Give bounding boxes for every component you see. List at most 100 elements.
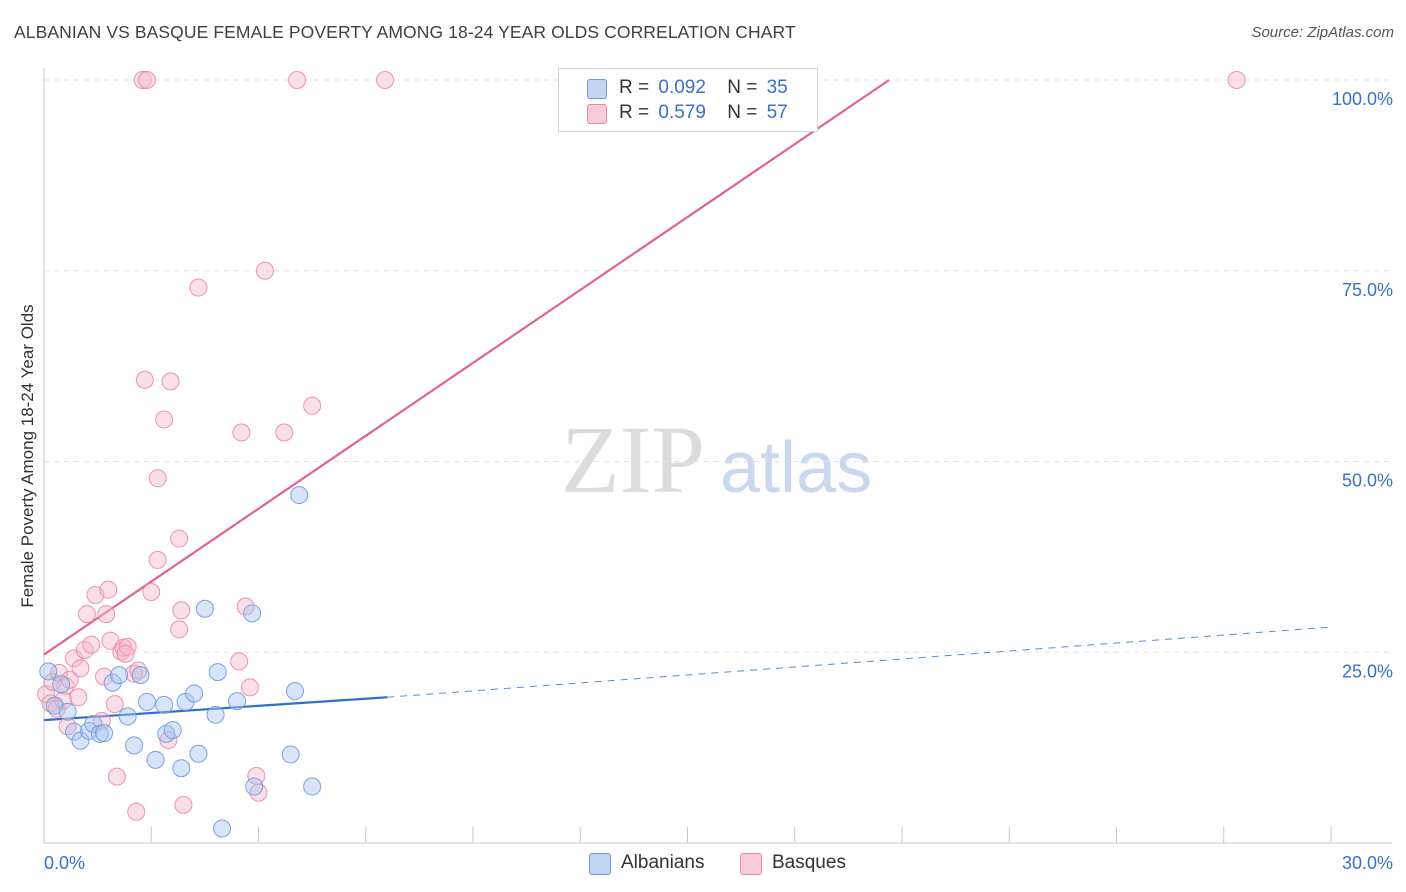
y-tick-label: 50.0%	[1342, 471, 1393, 491]
legend-swatch-basques	[587, 104, 607, 124]
tick-labels: 25.0% 50.0% 75.0% 100.0% 0.0% 30.0%	[44, 89, 1393, 873]
data-point-basques	[54, 691, 73, 710]
data-point-basques	[77, 605, 96, 624]
data-point-albanians	[52, 675, 71, 694]
y-tick-label: 25.0%	[1342, 661, 1393, 681]
watermark: ZIP atlas	[561, 406, 872, 513]
y-tick-label: 75.0%	[1342, 280, 1393, 300]
data-point-basques	[236, 597, 255, 616]
data-point-basques	[82, 635, 101, 654]
data-point-albanians	[118, 707, 137, 726]
legend-r-label: R =	[619, 102, 650, 123]
data-point-albanians	[137, 692, 156, 711]
bottom-legend-label-albanians: Albanians	[621, 852, 705, 873]
data-point-basques	[133, 71, 152, 89]
data-point-albanians	[243, 604, 262, 623]
data-point-albanians	[206, 705, 225, 724]
data-point-albanians	[281, 745, 300, 764]
data-point-basques	[155, 410, 174, 429]
x-tick-label: 30.0%	[1342, 853, 1393, 873]
data-point-basques	[60, 670, 79, 689]
data-point-basques	[161, 372, 180, 391]
data-point-basques	[97, 605, 116, 624]
data-point-basques	[135, 370, 154, 389]
data-point-albanians	[303, 777, 322, 796]
data-point-basques	[105, 695, 124, 714]
data-point-albanians	[172, 759, 191, 778]
data-point-basques	[288, 71, 307, 89]
data-point-albanians	[290, 486, 309, 505]
data-point-basques	[376, 71, 395, 89]
data-point-albanians	[39, 662, 58, 681]
data-point-basques	[303, 396, 322, 415]
data-point-albanians	[95, 724, 114, 743]
data-point-basques	[240, 678, 259, 697]
data-points	[37, 71, 1246, 838]
grid-lines	[44, 79, 1392, 653]
data-point-albanians	[155, 695, 174, 714]
data-point-basques	[170, 620, 189, 639]
data-point-albanians	[185, 684, 204, 703]
data-point-basques	[127, 802, 146, 821]
data-point-albanians	[208, 663, 227, 682]
data-point-basques	[189, 278, 208, 297]
data-point-albanians	[195, 599, 214, 618]
legend-n-value-albanians: 35	[766, 77, 788, 98]
legend: R = 0.092 N = 35 R = 0.579 N = 57	[558, 68, 818, 132]
data-point-basques	[118, 637, 137, 656]
data-point-basques	[232, 423, 251, 442]
bottom-legend-swatch-albanians	[589, 853, 611, 875]
chart-title: ALBANIAN VS BASQUE FEMALE POVERTY AMONG …	[14, 22, 796, 42]
legend-swatch-albanians	[587, 79, 607, 99]
data-point-albanians	[285, 682, 304, 701]
bottom-legend-label-basques: Basques	[772, 852, 846, 873]
data-point-basques	[255, 261, 274, 280]
x-tick-label: 0.0%	[44, 853, 85, 873]
data-point-basques	[172, 601, 191, 620]
data-point-basques	[107, 767, 126, 786]
data-point-basques	[116, 644, 135, 663]
data-point-basques	[99, 580, 118, 599]
data-point-albanians	[189, 744, 208, 763]
trend-line-basques	[43, 79, 890, 656]
data-point-basques	[137, 71, 156, 89]
legend-r-value-basques: 0.579	[658, 102, 706, 123]
y-tick-label: 100.0%	[1332, 89, 1393, 109]
axes	[43, 68, 1392, 844]
watermark-zip: ZIP	[561, 406, 705, 513]
legend-r-value-albanians: 0.092	[658, 77, 706, 98]
data-point-albanians	[103, 673, 122, 692]
trend-line-albanians	[43, 696, 388, 722]
data-point-albanians	[65, 722, 84, 741]
data-point-basques	[1227, 71, 1246, 89]
legend-n-label: N =	[727, 102, 758, 123]
legend-n-value-basques: 57	[766, 102, 788, 123]
legend-r-label: R =	[619, 77, 650, 98]
data-point-basques	[275, 423, 294, 442]
data-point-basques	[148, 469, 167, 488]
data-point-albanians	[163, 721, 182, 740]
data-point-basques	[71, 659, 90, 678]
legend-n-label: N =	[727, 77, 758, 98]
data-point-albanians	[228, 692, 247, 711]
data-point-albanians	[213, 819, 232, 838]
data-point-basques	[170, 529, 189, 548]
data-point-basques	[148, 550, 167, 569]
bottom-legend-swatch-basques	[740, 853, 762, 875]
data-point-albanians	[245, 777, 264, 796]
data-point-basques	[142, 582, 161, 601]
watermark-atlas: atlas	[720, 428, 872, 508]
data-point-albanians	[110, 666, 129, 685]
trend-lines	[43, 79, 1332, 722]
data-point-basques	[174, 795, 193, 814]
data-point-albanians	[125, 736, 144, 755]
source-label: Source: ZipAtlas.com	[1251, 24, 1394, 41]
data-point-basques	[230, 652, 249, 671]
trend-line-extension-albanians	[387, 626, 1332, 698]
data-point-basques	[129, 661, 148, 680]
data-point-albanians	[131, 666, 150, 685]
data-point-albanians	[146, 750, 165, 769]
data-point-albanians	[58, 702, 77, 721]
data-point-basques	[69, 688, 88, 707]
